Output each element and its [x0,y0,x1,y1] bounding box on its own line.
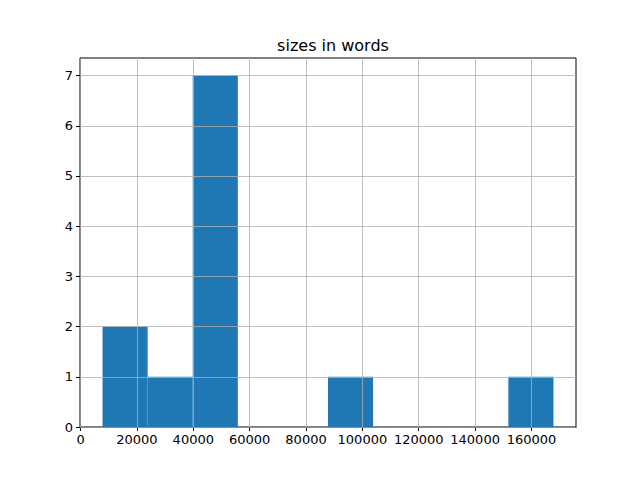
svg-text:6: 6 [65,118,73,133]
svg-text:0: 0 [76,432,84,447]
svg-text:80000: 80000 [285,432,326,447]
svg-text:20000: 20000 [116,432,157,447]
svg-text:0: 0 [65,420,73,435]
svg-text:5: 5 [65,168,73,183]
svg-text:4: 4 [65,219,73,234]
svg-text:100000: 100000 [338,432,388,447]
svg-text:40000: 40000 [173,432,214,447]
svg-text:60000: 60000 [229,432,270,447]
svg-text:2: 2 [65,319,73,334]
svg-text:sizes in words: sizes in words [277,36,389,55]
svg-text:160000: 160000 [507,432,557,447]
svg-text:140000: 140000 [450,432,500,447]
svg-text:120000: 120000 [394,432,444,447]
svg-text:1: 1 [65,369,73,384]
svg-text:3: 3 [65,269,73,284]
svg-text:7: 7 [65,68,73,83]
